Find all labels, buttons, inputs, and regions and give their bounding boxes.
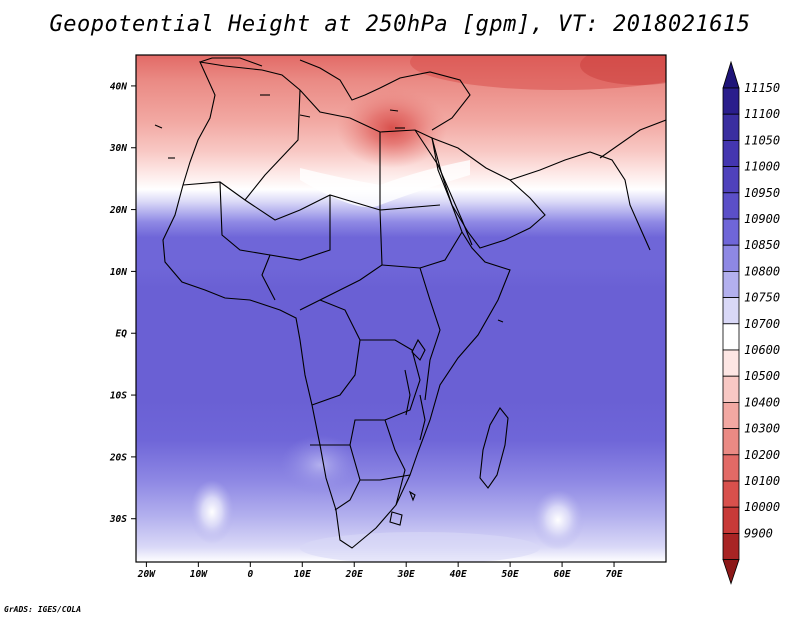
credit-label: GrADS: IGES/COLA <box>4 605 82 614</box>
lon-tick-label: 20E <box>345 569 363 580</box>
colorbar: 11150 11100 11050 11000 10950 10900 10850 10800… <box>722 60 780 585</box>
lat-tick-label: 40N <box>110 81 127 92</box>
lon-tick-label: 70E <box>605 569 622 580</box>
colorbar-swatch <box>722 218 740 246</box>
colorbar-swatch <box>722 87 740 115</box>
lat-tick-label: 30N <box>109 143 127 154</box>
coastlines <box>154 57 666 549</box>
colorbar-swatch <box>722 270 740 298</box>
colorbar-swatch <box>722 192 740 220</box>
lat-tick-label: 20N <box>109 205 127 216</box>
colorbar-swatch <box>722 166 740 194</box>
colorbar-label: 10500 <box>744 369 780 383</box>
colorbar-bottom-arrow <box>722 559 740 585</box>
colorbar-top-arrow <box>722 60 740 89</box>
colorbar-swatch <box>722 506 740 534</box>
lon-tick-label: 10W <box>190 569 208 580</box>
page-title: Geopotential Height at 250hPa [gpm], VT:… <box>49 12 751 37</box>
colorbar-label: 10900 <box>744 212 780 226</box>
lon-tick-label: 10E <box>294 569 311 580</box>
colorbar-swatch <box>722 323 740 351</box>
latitude-axis: 40N 30N 20N 10N EQ 10S 20S 30S <box>109 81 136 525</box>
colorbar-swatch <box>722 375 740 403</box>
colorbar-label: 11100 <box>744 107 780 121</box>
lon-tick-label: 40E <box>450 569 467 580</box>
lat-tick-label: EQ <box>116 329 128 340</box>
colorbar-swatch <box>722 428 740 456</box>
colorbar-label: 10000 <box>744 500 780 514</box>
colorbar-label: 10200 <box>744 448 780 462</box>
lon-tick-label: 20W <box>137 569 156 580</box>
colorbar-label: 9900 <box>744 526 773 540</box>
colorbar-swatch <box>722 454 740 482</box>
colorbar-label: 11150 <box>744 81 780 95</box>
colorbar-label: 10800 <box>744 264 780 278</box>
lat-tick-label: 20S <box>109 452 127 463</box>
lat-tick-label: 30S <box>109 514 127 525</box>
colorbar-label: 10300 <box>744 422 780 436</box>
plot-frame <box>135 54 667 563</box>
lon-tick-label: 30E <box>397 569 415 580</box>
colorbar-label: 10750 <box>744 291 780 305</box>
colorbar-label: 10400 <box>744 395 780 409</box>
colorbar-swatch <box>722 244 740 272</box>
colorbar-swatch <box>722 480 740 508</box>
colorbar-swatch <box>722 349 740 377</box>
colorbar-label: 10100 <box>744 474 780 488</box>
colorbar-swatch <box>722 401 740 429</box>
colorbar-swatch <box>722 297 740 325</box>
lon-tick-label: 50E <box>502 569 519 580</box>
longitude-axis: 20W 10W 0 10E 20E 30E 40E 50E 60E 70E <box>137 562 623 580</box>
colorbar-swatch <box>722 139 740 167</box>
height-field <box>136 55 666 562</box>
colorbar-label: 11050 <box>744 133 780 147</box>
colorbar-swatch <box>722 533 740 561</box>
colorbar-label: 10950 <box>744 186 780 200</box>
colorbar-label: 11000 <box>744 160 780 174</box>
colorbar-label: 10700 <box>744 317 780 331</box>
lat-tick-label: 10S <box>110 391 127 402</box>
colorbar-label: 10600 <box>744 343 780 357</box>
lon-tick-label: 0 <box>247 569 253 580</box>
colorbar-swatch <box>722 113 740 141</box>
lon-tick-label: 60E <box>553 569 570 580</box>
lat-tick-label: 10N <box>110 267 127 278</box>
colorbar-label: 10850 <box>744 238 780 252</box>
